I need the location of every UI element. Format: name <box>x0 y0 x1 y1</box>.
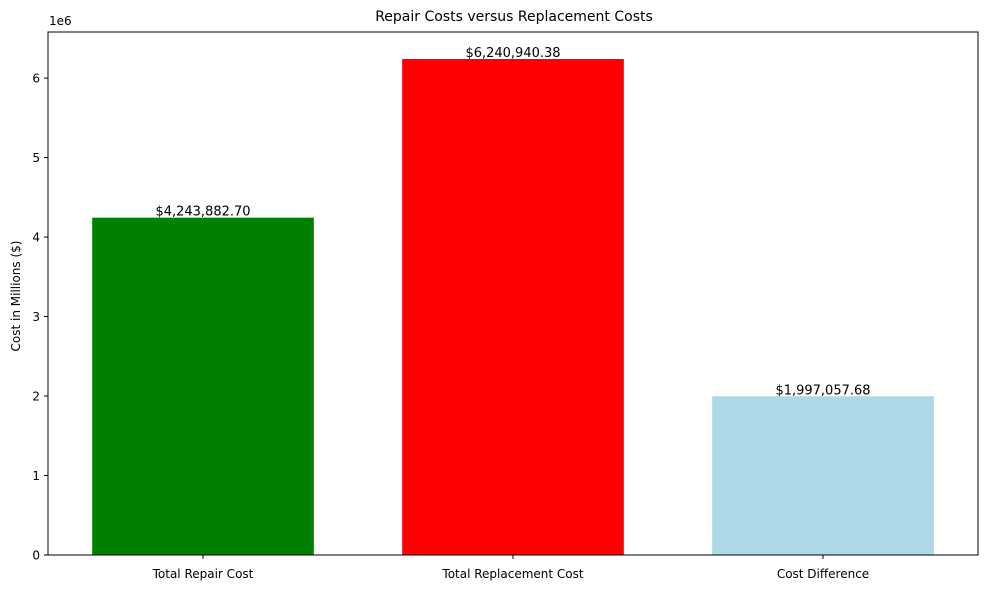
chart-title: Repair Costs versus Replacement Costs <box>375 9 653 25</box>
data-labels-group: $4,243,882.70 $6,240,940.38 $1,997,057.68 <box>155 46 870 398</box>
y-axis-label: Cost in Millions ($) <box>9 241 23 352</box>
bar <box>402 58 624 555</box>
y-tick-label: 3 <box>32 310 40 324</box>
y-scale-label: 1e6 <box>49 14 72 28</box>
y-tick-label: 1 <box>32 469 40 483</box>
y-tick-label: 0 <box>32 549 40 563</box>
bar <box>92 217 314 555</box>
x-tick-label: Total Repair Cost <box>152 567 254 581</box>
bar-value-label: $1,997,057.68 <box>775 383 870 398</box>
x-axis-ticks: Total Repair Cost Total Replacement Cost C… <box>152 555 869 581</box>
y-tick-label: 5 <box>32 151 40 165</box>
x-tick-label: Cost Difference <box>777 567 869 581</box>
bar-value-label: $6,240,940.38 <box>465 46 560 61</box>
bar <box>712 396 934 555</box>
y-axis-ticks: 0 1 2 3 4 5 6 <box>32 72 48 563</box>
bars-group <box>92 58 934 555</box>
x-tick-label: Total Replacement Cost <box>441 567 583 581</box>
bar-value-label: $4,243,882.70 <box>155 205 250 220</box>
y-tick-label: 4 <box>32 231 40 245</box>
plot-frame <box>47 31 979 556</box>
y-tick-label: 6 <box>32 72 40 86</box>
y-tick-label: 2 <box>32 390 40 404</box>
